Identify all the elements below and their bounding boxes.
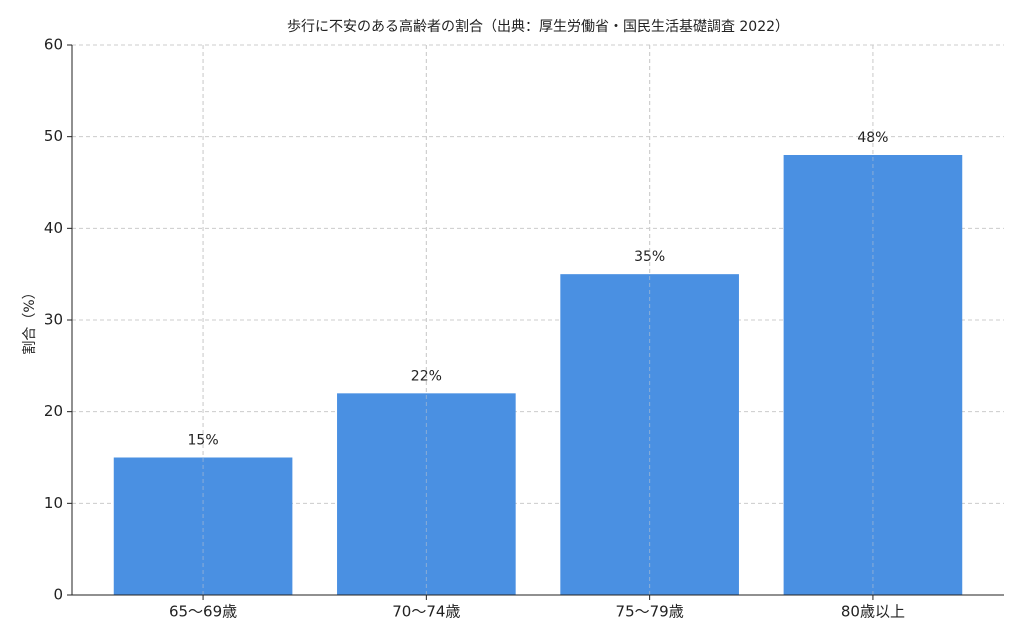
y-axis-label: 割合（%） [21, 285, 38, 354]
y-tick-label: 60 [44, 36, 63, 54]
y-tick-label: 10 [44, 494, 63, 512]
bar [113, 457, 293, 595]
y-tick-label: 0 [53, 586, 63, 604]
y-tick-label: 30 [44, 311, 63, 329]
x-tick-label: 70〜74歳 [392, 603, 460, 621]
chart-title: 歩行に不安のある高齢者の割合（出典：厚生労働省・国民生活基礎調査 2022） [287, 18, 789, 35]
y-tick-label: 50 [44, 127, 63, 145]
x-tick-label: 75〜79歳 [616, 603, 684, 621]
bar [560, 274, 739, 595]
y-tick-label: 40 [44, 219, 63, 237]
x-tick-label: 80歳以上 [841, 603, 905, 621]
y-tick-label: 20 [44, 402, 63, 420]
x-tick-label: 65〜69歳 [169, 603, 237, 621]
